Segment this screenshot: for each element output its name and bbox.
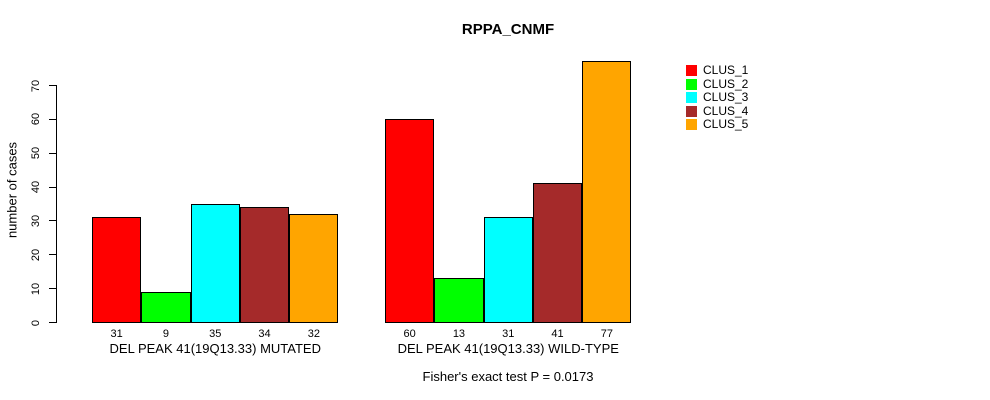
bar-value-label: 31 — [110, 328, 123, 340]
bar-clus_2-group2 — [434, 277, 484, 323]
group-label-2: DEL PEAK 41(19Q13.33) WILD-TYPE — [397, 341, 619, 356]
legend-label-clus_2: CLUS_2 — [703, 76, 749, 91]
y-axis-tick-label: 40 — [30, 180, 42, 194]
y-axis-tick — [49, 322, 56, 323]
legend-swatch-clus_4 — [686, 105, 697, 117]
y-axis-tick — [49, 288, 56, 290]
legend-label-clus_1: CLUS_1 — [703, 63, 749, 77]
bar-value-label: 35 — [209, 328, 222, 340]
annotation-fisher-test: Fisher's exact test P = 0.0173 — [422, 369, 594, 384]
y-axis-tick-label: 60 — [30, 113, 42, 126]
bar-clus_4-group2 — [532, 183, 583, 323]
bar-value-label: 13 — [452, 328, 466, 340]
bar-value-label: 41 — [551, 328, 564, 340]
bar-clus_3-group1 — [190, 203, 240, 323]
bar-clus_5-group2 — [582, 61, 632, 323]
legend-swatch-clus_1 — [686, 65, 697, 76]
y-axis-tick-label: 50 — [30, 147, 42, 160]
chart-title: RPPA_CNMF — [461, 21, 555, 38]
y-axis-tick-label: 20 — [30, 248, 42, 261]
group-label-1: DEL PEAK 41(19Q13.33) MUTATED — [109, 341, 321, 356]
bar-value-label: 31 — [502, 328, 515, 340]
y-axis-tick — [49, 220, 56, 222]
y-axis-line — [56, 85, 57, 323]
bar-value-label: 34 — [258, 328, 271, 340]
y-axis-tick-label: 10 — [30, 282, 42, 295]
bar-clus_1-group1 — [92, 217, 142, 323]
bar-value-label: 32 — [307, 328, 320, 340]
legend-swatch-clus_3 — [686, 92, 697, 103]
legend-swatch-clus_5 — [686, 119, 697, 130]
bar-value-label: 60 — [403, 328, 416, 340]
legend-label-clus_3: CLUS_3 — [703, 90, 749, 104]
y-axis-tick — [49, 186, 56, 188]
legend-label-clus_4: CLUS_4 — [703, 103, 749, 118]
bar-clus_3-group2 — [483, 217, 533, 323]
bar-clus_1-group2 — [385, 118, 435, 323]
y-axis-tick — [49, 118, 56, 120]
bar-value-label: 77 — [600, 328, 613, 340]
y-axis-label: number of cases — [4, 141, 20, 239]
y-axis-tick-label: 0 — [30, 319, 42, 326]
y-axis-tick — [49, 254, 56, 256]
y-axis-tick-label: 30 — [30, 214, 42, 228]
legend-swatch-clus_2 — [686, 78, 697, 90]
bar-value-label: 9 — [162, 328, 169, 340]
bar-clus_4-group1 — [239, 206, 290, 323]
y-axis-tick — [49, 85, 56, 86]
legend-label-clus_5: CLUS_5 — [703, 117, 749, 131]
bar-clus_5-group1 — [289, 213, 339, 323]
y-axis-tick-label: 70 — [30, 79, 42, 92]
y-axis-tick — [49, 152, 56, 154]
bar-clus_2-group1 — [141, 291, 191, 323]
